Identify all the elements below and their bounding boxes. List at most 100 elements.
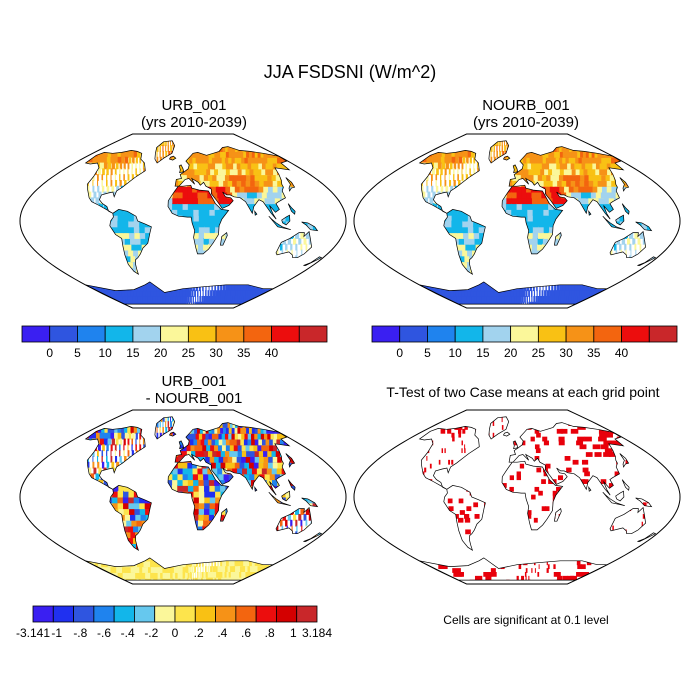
grid-cell xyxy=(532,209,540,216)
grid-cell xyxy=(197,577,201,581)
grid-cell xyxy=(193,496,200,504)
grid-cell xyxy=(448,168,451,176)
grid-cell xyxy=(117,156,122,164)
grid-cell xyxy=(96,456,99,463)
grid-cell xyxy=(121,156,125,164)
grid-cell xyxy=(172,191,179,199)
grid-cell xyxy=(546,174,554,181)
grid-cell xyxy=(204,220,211,228)
grid-cell xyxy=(285,243,288,251)
grid-cell xyxy=(210,290,213,297)
grid-cell xyxy=(502,290,508,297)
grid-cell xyxy=(177,197,184,205)
grid-cell xyxy=(97,168,101,176)
grid-cell xyxy=(186,301,189,305)
grid-cell xyxy=(542,197,550,205)
grid-cell xyxy=(123,162,126,170)
grid-cell xyxy=(542,238,549,245)
grid-cell xyxy=(473,168,476,176)
grid-cell xyxy=(119,456,122,463)
grid-cell xyxy=(437,162,442,170)
grid-cell xyxy=(501,145,504,152)
grid-cell xyxy=(527,226,534,234)
grid-cell xyxy=(182,290,186,297)
grid-cell xyxy=(592,185,602,193)
grid-cell xyxy=(211,296,216,303)
grid-cell xyxy=(429,197,434,205)
grid-cell xyxy=(538,209,545,216)
grid-cell xyxy=(449,180,452,187)
grid-cell xyxy=(554,209,561,216)
grid-cell xyxy=(430,156,437,164)
grid-cell xyxy=(177,209,184,216)
grid-cell xyxy=(159,145,162,152)
grid-cell xyxy=(516,203,523,210)
grid-cell xyxy=(209,490,217,498)
grid-cell xyxy=(527,162,534,170)
grid-cell xyxy=(516,301,520,305)
grid-cell xyxy=(271,203,280,210)
grid-cell xyxy=(249,461,258,469)
grid-cell xyxy=(533,296,535,303)
coastline xyxy=(285,177,296,192)
grid-cell xyxy=(198,203,205,210)
grid-cell xyxy=(634,243,637,251)
grid-cell xyxy=(462,220,469,228)
grid-cell xyxy=(198,560,201,568)
grid-cell xyxy=(536,290,538,297)
grid-cell xyxy=(194,566,196,573)
figure-title: JJA FSDSNI (W/m^2) xyxy=(263,62,437,82)
grid-cell xyxy=(212,290,216,297)
grid-cell xyxy=(92,180,94,187)
grid-cell xyxy=(194,290,196,297)
grid-cell xyxy=(539,284,541,292)
grid-cell xyxy=(103,203,109,210)
grid-cell xyxy=(165,566,172,573)
grid-cell xyxy=(533,290,535,297)
grid-cell xyxy=(532,156,540,164)
grid-cell xyxy=(590,191,600,199)
grid-cell xyxy=(535,301,539,305)
grid-cell xyxy=(558,174,568,181)
grid-cell xyxy=(133,525,141,533)
grid-cell xyxy=(274,197,284,205)
grid-cell xyxy=(532,220,540,228)
grid-cell xyxy=(118,209,124,216)
grid-cell xyxy=(110,427,118,434)
grid-cell xyxy=(214,284,217,292)
grid-cell xyxy=(214,479,221,486)
grid-cell xyxy=(139,156,142,164)
grid-cell xyxy=(543,220,550,228)
grid-cell xyxy=(123,450,125,457)
grid-cell xyxy=(182,209,189,216)
grid-cell xyxy=(240,284,246,292)
grid-cell xyxy=(137,151,141,158)
coastline xyxy=(635,221,653,232)
grid-cell xyxy=(276,191,286,199)
grid-cell xyxy=(182,191,189,199)
grid-cell xyxy=(457,232,465,239)
grid-cell xyxy=(156,432,159,440)
grid-cell xyxy=(198,156,206,164)
grid-cell xyxy=(220,461,229,469)
grid-cell xyxy=(513,290,518,297)
grid-cell xyxy=(127,427,132,434)
grid-cell xyxy=(474,238,482,245)
grid-cell xyxy=(465,162,467,170)
grid-cell xyxy=(193,232,200,239)
grid-cell xyxy=(101,450,104,457)
grid-cell xyxy=(119,514,128,521)
grid-cell xyxy=(577,284,583,292)
grid-cell xyxy=(165,145,167,152)
grid-cell xyxy=(521,203,529,210)
grid-cell xyxy=(123,502,130,510)
grid-cell xyxy=(185,566,189,573)
grid-cell xyxy=(539,290,541,297)
grid-cell xyxy=(90,197,95,205)
grid-cell xyxy=(167,416,169,423)
grid-cell xyxy=(462,261,471,268)
grid-cell xyxy=(199,290,201,297)
grid-cell xyxy=(88,191,92,199)
panel3-title-line1: URB_001 xyxy=(161,373,227,390)
grid-cell xyxy=(271,191,281,199)
